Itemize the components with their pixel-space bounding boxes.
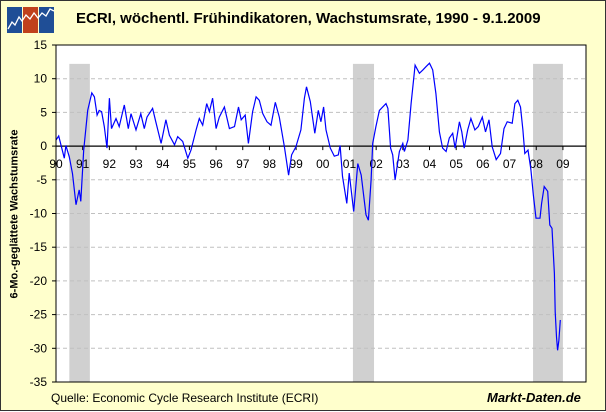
plot-border	[55, 44, 587, 383]
y-tick-label: -10	[30, 207, 48, 221]
recession-band	[352, 63, 375, 382]
y-tick-label: -25	[30, 308, 48, 322]
ecri-series-line	[55, 62, 561, 351]
chart-zigzag-logo-icon	[7, 7, 55, 33]
y-tick-label: 10	[34, 72, 48, 86]
x-tick-label: 04	[423, 157, 437, 171]
brand-label: Markt-Daten.de	[487, 390, 581, 405]
x-tick-label: 94	[156, 157, 170, 171]
x-tick-label: 01	[343, 157, 357, 171]
chart-title: ECRI, wöchentl. Frühindikatoren, Wachstu…	[76, 10, 541, 27]
x-tick-label: 07	[503, 157, 517, 171]
x-tick-label: 97	[236, 157, 250, 171]
y-tick-label: -5	[36, 173, 47, 187]
y-axis-label: 6-Mo.-geglättete Wachstumsrate	[8, 129, 21, 299]
x-tick-label: 93	[129, 157, 143, 171]
x-tick-label: 92	[103, 157, 117, 171]
y-tick-label: -35	[30, 375, 48, 389]
x-tick-label: 96	[209, 157, 223, 171]
x-tick-label: 09	[556, 157, 570, 171]
y-tick-label: -20	[30, 274, 48, 288]
y-tick-label: -30	[30, 341, 48, 355]
recession-band	[69, 63, 90, 382]
x-tick-label: 99	[289, 157, 303, 171]
x-tick-label: 03	[396, 157, 410, 171]
x-tick-label: 05	[450, 157, 464, 171]
x-tick-label: 95	[183, 157, 197, 171]
y-tick-label: 0	[40, 139, 47, 153]
recession-band	[533, 63, 563, 382]
source-note: Quelle: Economic Cycle Research Institut…	[51, 391, 319, 405]
x-tick-label: 08	[530, 157, 544, 171]
y-tick-label: -15	[30, 240, 48, 254]
x-tick-label: 06	[476, 157, 490, 171]
y-tick-label: 5	[40, 105, 47, 119]
x-tick-label: 98	[263, 157, 277, 171]
x-tick-label: 00	[316, 157, 330, 171]
x-tick-label: 02	[369, 157, 383, 171]
y-tick-label: 15	[34, 38, 48, 52]
